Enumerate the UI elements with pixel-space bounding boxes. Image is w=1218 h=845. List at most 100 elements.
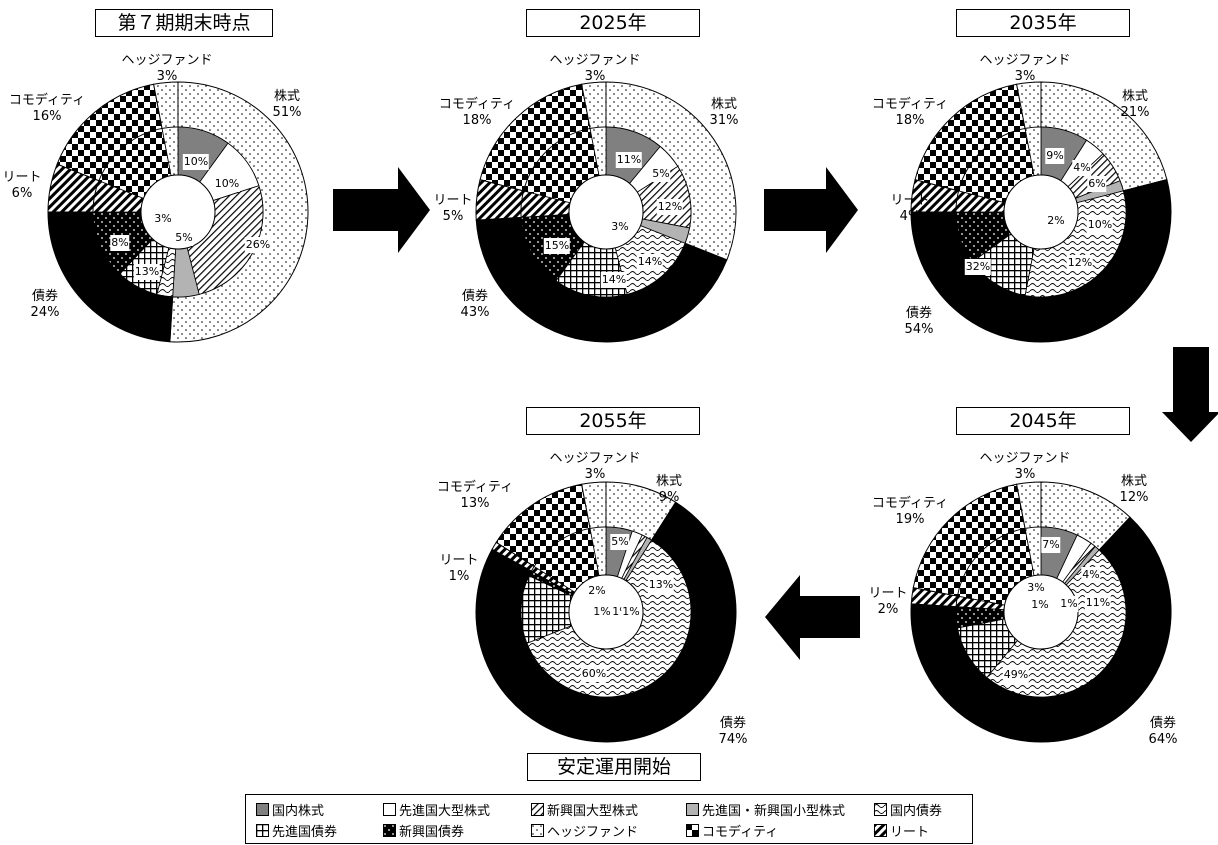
outer-label: ヘッジファンド 3%: [979, 53, 1070, 85]
chart-title: 2025年: [526, 9, 700, 37]
inner-label: 14%: [637, 254, 663, 270]
legend-item: 国内債券: [874, 800, 942, 819]
arrow-right-icon: [333, 167, 430, 253]
legend-item: 先進国債券: [256, 821, 337, 840]
inner-label: 1%: [1030, 597, 1049, 613]
inner-label: 13%: [134, 264, 160, 280]
legend-item: ヘッジファンド: [531, 821, 638, 840]
outer-label: コモディティ 19%: [872, 496, 948, 528]
outer-label: ヘッジファンド 3%: [549, 53, 640, 85]
legend-label: リート: [890, 821, 929, 840]
inner-label: 12%: [1067, 255, 1093, 271]
inner-label: 5%: [174, 230, 193, 246]
inner-label: 6%: [1087, 176, 1106, 192]
inner-label: 4%: [1081, 567, 1100, 583]
outer-label: コモディティ 16%: [9, 93, 85, 125]
inner-label: 5%: [610, 534, 629, 550]
legend-item: コモディティ: [686, 821, 778, 840]
outer-label: コモディティ 18%: [872, 97, 948, 129]
chart-title: 2045年: [956, 407, 1130, 435]
inner-label: 32%: [965, 259, 991, 275]
inner-label: 7%: [1041, 537, 1060, 553]
outer-label: 債券 74%: [719, 716, 748, 748]
arrow-left-icon: [765, 575, 860, 660]
legend-item: リート: [874, 821, 929, 840]
outer-label: リート 1%: [439, 553, 478, 585]
inner-label: 10%: [183, 154, 209, 170]
inner-label: 15%: [544, 238, 570, 254]
legend-swatch: [531, 803, 544, 816]
legend-swatch: [874, 824, 887, 837]
outer-label: ヘッジファンド 3%: [979, 451, 1070, 483]
donut-chart-2: [911, 82, 1171, 342]
legend-label: 国内債券: [890, 800, 942, 819]
inner-label: 2%: [587, 583, 606, 599]
inner-label: 26%: [245, 237, 271, 253]
legend-swatch: [874, 803, 887, 816]
inner-label: 10%: [1087, 217, 1113, 233]
legend-label: 国内株式: [272, 800, 324, 819]
donut-hole: [569, 175, 643, 249]
legend: 国内株式 先進国大型株式 新興国大型株式 先進国・新興国小型株式 国内債券先進国債券 新興…: [245, 794, 973, 844]
inner-label: 2%: [1046, 213, 1065, 229]
inner-label: 3%: [153, 211, 172, 227]
outer-label: ヘッジファンド 3%: [121, 53, 212, 85]
outer-label: 株式 51%: [273, 89, 302, 121]
inner-label: 5%: [651, 166, 670, 182]
outer-label: ヘッジファンド 3%: [549, 451, 640, 483]
legend-item: 先進国・新興国小型株式: [686, 800, 845, 819]
donut-hole: [1004, 175, 1078, 249]
legend-label: 先進国債券: [272, 821, 337, 840]
outer-label: 債券 24%: [31, 289, 60, 321]
outer-label: リート 2%: [868, 586, 907, 618]
inner-label: 9%: [1045, 148, 1064, 164]
outer-label: 株式 9%: [656, 474, 682, 506]
inner-label: 60%: [581, 666, 607, 682]
chart-title: 第７期期末時点: [95, 9, 273, 37]
outer-label: コモディティ 18%: [439, 97, 515, 129]
inner-label: 1%: [1059, 596, 1078, 612]
outer-label: コモディティ 13%: [437, 480, 513, 512]
legend-swatch: [686, 803, 699, 816]
outer-label: 株式 21%: [1121, 89, 1150, 121]
arrow-down-icon: [1162, 347, 1218, 442]
inner-label: 11%: [1085, 595, 1111, 611]
legend-label: 先進国・新興国小型株式: [702, 800, 845, 819]
section-label: 安定運用開始: [527, 753, 701, 781]
inner-label: 13%: [648, 577, 674, 593]
legend-swatch: [383, 824, 396, 837]
chart-title: 2035年: [956, 9, 1130, 37]
legend-label: 新興国債券: [399, 821, 464, 840]
legend-swatch: [686, 824, 699, 837]
legend-swatch: [383, 803, 396, 816]
outer-label: 株式 12%: [1120, 474, 1149, 506]
legend-swatch: [531, 824, 544, 837]
outer-label: リート 4%: [890, 193, 929, 225]
inner-label: 12%: [657, 199, 683, 215]
inner-label: 10%: [214, 176, 240, 192]
donut-chart-0: [48, 82, 308, 342]
outer-label: リート 6%: [2, 170, 41, 202]
legend-item: 新興国債券: [383, 821, 464, 840]
legend-label: 先進国大型株式: [399, 800, 490, 819]
inner-label: 3%: [1026, 580, 1045, 596]
arrow-right-icon: [764, 167, 858, 253]
outer-label: 株式 31%: [710, 97, 739, 129]
legend-label: 新興国大型株式: [547, 800, 638, 819]
legend-item: 先進国大型株式: [383, 800, 490, 819]
inner-label: 11%: [616, 152, 642, 168]
legend-label: コモディティ: [702, 821, 778, 840]
outer-label: 債券 64%: [1149, 716, 1178, 748]
inner-label: 14%: [601, 272, 627, 288]
outer-label: リート 5%: [433, 193, 472, 225]
chart-title: 2055年: [526, 407, 700, 435]
legend-item: 国内株式: [256, 800, 324, 819]
inner-label: 49%: [1003, 667, 1029, 683]
inner-label: 1%: [621, 604, 640, 620]
inner-label: 4%: [1072, 160, 1091, 176]
outer-label: 債券 54%: [905, 306, 934, 338]
inner-label: 8%: [110, 235, 129, 251]
legend-label: ヘッジファンド: [547, 821, 638, 840]
legend-swatch: [256, 824, 269, 837]
